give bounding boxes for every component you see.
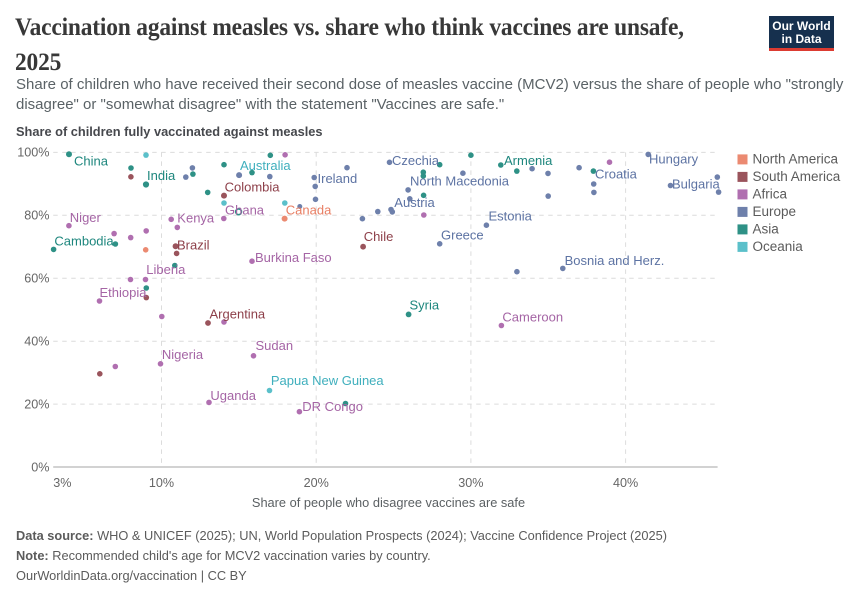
svg-text:Ghana: Ghana <box>225 203 265 218</box>
svg-text:Armenia: Armenia <box>504 153 553 168</box>
svg-text:China: China <box>74 154 109 169</box>
svg-text:20%: 20% <box>304 476 329 490</box>
svg-text:3%: 3% <box>53 476 71 490</box>
svg-text:Chile: Chile <box>364 229 394 244</box>
svg-text:DR Congo: DR Congo <box>302 399 363 414</box>
svg-text:Greece: Greece <box>441 227 484 242</box>
svg-text:60%: 60% <box>24 272 49 286</box>
svg-text:Argentina: Argentina <box>210 307 266 322</box>
svg-text:Bosnia and Herz.: Bosnia and Herz. <box>565 253 665 268</box>
svg-text:40%: 40% <box>613 476 638 490</box>
svg-text:South America: South America <box>753 169 841 184</box>
svg-text:Asia: Asia <box>753 222 780 237</box>
svg-text:Canada: Canada <box>286 203 332 218</box>
svg-text:20%: 20% <box>24 397 49 411</box>
svg-text:Sudan: Sudan <box>256 338 294 353</box>
svg-text:Uganda: Uganda <box>210 388 256 403</box>
svg-text:Colombia: Colombia <box>225 180 281 195</box>
svg-text:North America: North America <box>753 152 839 167</box>
svg-text:100%: 100% <box>17 146 49 160</box>
svg-text:Cameroon: Cameroon <box>502 309 563 324</box>
svg-text:Estonia: Estonia <box>489 208 533 223</box>
svg-text:Share of people who disagree v: Share of people who disagree vaccines ar… <box>252 495 525 510</box>
svg-text:Austria: Austria <box>394 195 435 210</box>
svg-text:Ireland: Ireland <box>318 171 358 186</box>
svg-text:0%: 0% <box>31 460 49 474</box>
svg-text:India: India <box>147 168 176 183</box>
svg-text:Ethiopia: Ethiopia <box>100 285 148 300</box>
svg-text:10%: 10% <box>149 476 174 490</box>
svg-text:Cambodia: Cambodia <box>54 234 114 249</box>
svg-text:Croatia: Croatia <box>595 167 638 182</box>
svg-text:Burkina Faso: Burkina Faso <box>255 250 332 265</box>
svg-text:Czechia: Czechia <box>392 153 440 168</box>
svg-text:Hungary: Hungary <box>649 152 699 167</box>
svg-text:Europe: Europe <box>753 204 797 219</box>
svg-text:Bulgaria: Bulgaria <box>672 177 720 192</box>
svg-text:Oceania: Oceania <box>753 239 804 254</box>
svg-text:30%: 30% <box>458 476 483 490</box>
svg-text:Syria: Syria <box>410 298 440 313</box>
svg-text:Liberia: Liberia <box>146 262 186 277</box>
svg-text:Africa: Africa <box>753 187 788 202</box>
svg-text:Australia: Australia <box>240 158 291 173</box>
svg-text:North Macedonia: North Macedonia <box>410 174 510 189</box>
svg-text:Papua New Guinea: Papua New Guinea <box>271 373 385 388</box>
svg-text:Kenya: Kenya <box>177 210 215 225</box>
svg-text:Nigeria: Nigeria <box>162 347 204 362</box>
svg-text:40%: 40% <box>24 335 49 349</box>
svg-text:80%: 80% <box>24 209 49 223</box>
svg-text:Niger: Niger <box>70 210 102 225</box>
svg-text:Brazil: Brazil <box>177 237 210 252</box>
